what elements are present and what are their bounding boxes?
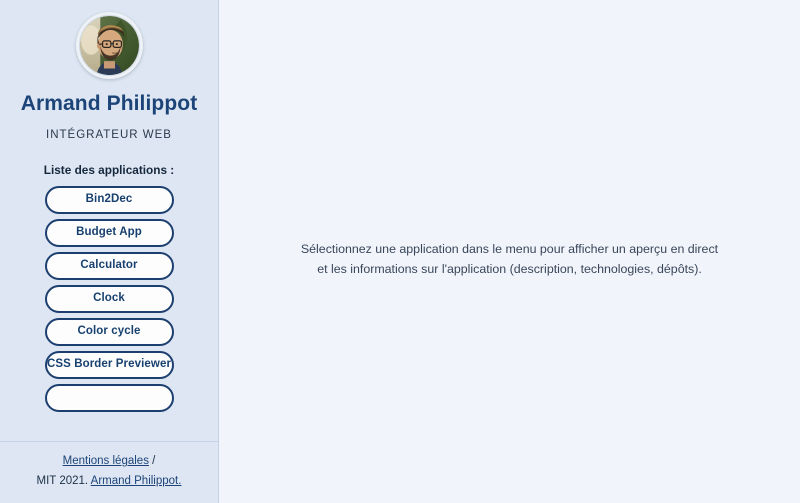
list-item: Clock (10, 284, 208, 313)
apps-list-label: Liste des applications : (43, 162, 175, 177)
page-title: Armand Philippot (20, 92, 198, 115)
footer-license-line: MIT 2021. Armand Philippot. (8, 473, 210, 491)
list-item (10, 383, 208, 412)
avatar-photo (78, 15, 140, 76)
list-item: Budget App (10, 218, 208, 247)
app-button-css-border-previewer[interactable]: CSS Border Previewer (44, 350, 174, 379)
app-button-calculator[interactable]: Calculator (44, 251, 174, 280)
main-content: Sélectionnez une application dans le men… (219, 0, 800, 503)
empty-state-message: Sélectionnez une application dans le men… (300, 242, 719, 276)
person-role: Intégrateur web (46, 128, 172, 141)
copyright-year: 2021. (59, 475, 89, 488)
app-button-clock[interactable]: Clock (44, 284, 174, 313)
author-link[interactable]: Armand Philippot. (90, 475, 182, 488)
sidebar-footer: Mentions légales / MIT 2021. Armand Phil… (0, 441, 218, 503)
avatar (75, 12, 143, 79)
list-item: CSS Border Previewer (10, 350, 208, 379)
app-button-bin2dec[interactable]: Bin2Dec (44, 185, 174, 214)
footer-legal-line: Mentions légales / (8, 453, 210, 471)
app-button-budget-app[interactable]: Budget App (44, 218, 174, 247)
legal-notice-link[interactable]: Mentions légales (62, 455, 149, 468)
sidebar: Armand Philippot Intégrateur web Liste d… (0, 0, 219, 503)
apps-list: Bin2Dec Budget App Calculator Clock Colo… (10, 185, 208, 418)
app-button-color-cycle[interactable]: Color cycle (44, 317, 174, 346)
list-item: Calculator (10, 251, 208, 280)
license-label: MIT (36, 475, 57, 488)
app-button-next-partial[interactable] (44, 383, 174, 412)
footer-separator: / (152, 455, 156, 468)
sidebar-scroll-area[interactable]: Armand Philippot Intégrateur web Liste d… (0, 0, 218, 441)
list-item: Bin2Dec (10, 185, 208, 214)
list-item: Color cycle (10, 317, 208, 346)
